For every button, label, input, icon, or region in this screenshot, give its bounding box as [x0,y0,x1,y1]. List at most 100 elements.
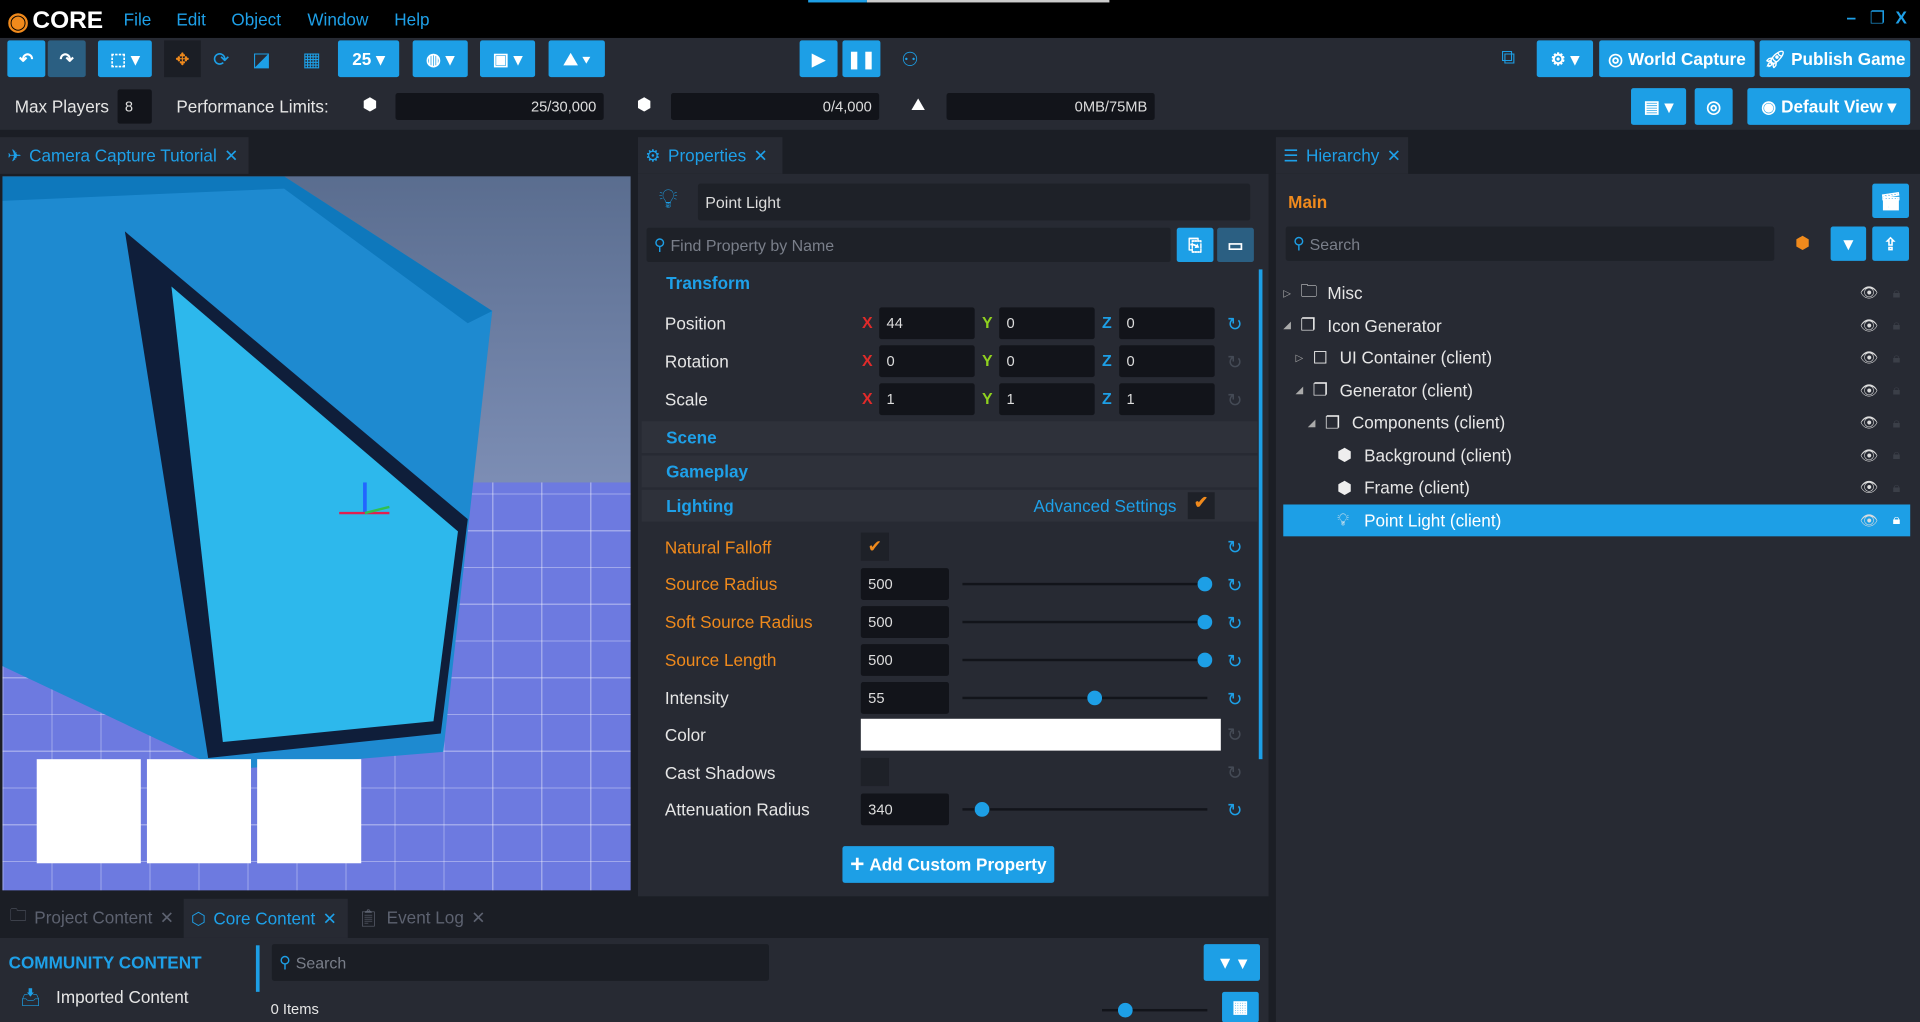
add-custom-property-button[interactable]: + Add Custom Property [842,846,1055,883]
scale-y-input[interactable]: 1 [999,383,1095,416]
expand-arrow-icon[interactable]: ◢ [1283,319,1291,331]
find-property-input[interactable]: ⚲ Find Property by Name [646,227,1171,263]
lock-icon[interactable]: 🔒︎ [1892,283,1901,301]
tab-event-log[interactable]: 📋︎ Event Log ✕ [357,906,486,927]
lock-icon[interactable]: 🔒︎ [1892,478,1901,496]
hierarchy-search-input[interactable]: ⚲ Search [1285,226,1775,261]
undo-button[interactable]: ↶ [7,40,46,78]
camera-dropdown[interactable]: ⛰ ▾ [548,40,605,78]
hierarchy-item[interactable]: ◢ ❐ Icon Generator 👁︎ 🔒︎ [1283,309,1910,341]
property-slider[interactable] [962,690,1208,706]
upload-button[interactable]: ⇪ [1872,226,1909,261]
cast-shadows-checkbox[interactable] [860,757,889,787]
natural-falloff-checkbox[interactable]: ✔ [860,532,889,561]
rotation-z-input[interactable]: 0 [1119,345,1215,378]
default-view-dropdown[interactable]: ◉ Default View ▾ [1747,88,1911,125]
restore-button[interactable]: ❐ [1869,7,1886,27]
reset-icon[interactable]: ↻ [1226,762,1243,784]
position-z-input[interactable]: 0 [1119,307,1215,340]
slider-value-input[interactable]: 500 [860,644,949,676]
minimize-button[interactable]: – [1846,7,1857,27]
content-filter-dropdown[interactable]: ▼ ▾ [1203,944,1261,981]
rotate-tool-icon[interactable]: ⟳ [213,50,230,72]
hierarchy-item[interactable]: ◢ ❐ Components (client) 👁︎ 🔒︎ [1283,407,1910,439]
hierarchy-item[interactable]: ▷ ☐ UI Container (client) 👁︎ 🔒︎ [1283,342,1910,374]
section-lighting[interactable]: Lighting Advanced Settings ✔ [641,489,1258,522]
tab-project-content[interactable]: 🗀︎ Project Content ✕ [2,899,181,936]
publish-game-button[interactable]: 🚀︎ Publish Game [1759,40,1911,78]
grid-icon[interactable]: ▦ [302,50,321,72]
slider-value-input[interactable]: 500 [860,568,949,601]
play-button[interactable]: ▶ [799,40,838,78]
lock-icon[interactable]: 🔒︎ [1892,380,1901,398]
position-y-input[interactable]: 0 [999,307,1095,340]
tab-hierarchy[interactable]: ☰ Hierarchy ✕ [1275,137,1409,174]
section-gameplay[interactable]: Gameplay [641,455,1258,488]
menu-file[interactable]: File [123,9,152,30]
hierarchy-item[interactable]: ▷ 🗀︎ Misc 👁︎ 🔒︎ [1283,277,1910,309]
slider-value-input[interactable]: 500 [860,606,949,638]
object-name-input[interactable]: Point Light [697,183,1251,221]
redo-button[interactable]: ↷ [47,40,86,78]
hierarchy-item[interactable]: ⬢ Background (client) 👁︎ 🔒︎ [1283,439,1910,471]
menu-window[interactable]: Window [307,9,369,30]
reset-icon[interactable]: ↻ [1226,314,1243,336]
grid-view-button[interactable]: ▦ [1222,991,1259,1022]
slider-knob[interactable] [1117,1002,1133,1018]
lock-icon[interactable]: 🔒︎ [1892,510,1901,528]
property-slider[interactable] [962,652,1213,668]
scene-button[interactable]: 🎬︎ [1872,183,1909,218]
menu-help[interactable]: Help [394,9,430,30]
visibility-eye-icon[interactable]: 👁︎ [1859,478,1879,496]
property-slider[interactable] [962,576,1213,592]
reset-icon[interactable]: ↻ [1226,537,1243,559]
position-x-input[interactable]: 44 [879,307,975,340]
imported-content-item[interactable]: 📥︎ Imported Content [19,986,189,1007]
scale-tool-icon[interactable]: ◪ [252,50,271,72]
world-capture-button[interactable]: ◎ World Capture [1599,40,1755,78]
menu-edit[interactable]: Edit [176,9,206,30]
scale-z-input[interactable]: 1 [1119,383,1215,416]
add-object-icon[interactable]: ⬢ [1795,232,1811,253]
slider-knob[interactable] [974,802,990,817]
pause-button[interactable]: ❚❚ [842,40,881,78]
thumbnail-size-slider[interactable] [1102,1002,1208,1018]
visibility-eye-icon[interactable]: 👁︎ [1859,413,1879,432]
world-space-dropdown[interactable]: ◍ ▾ [412,40,468,78]
community-content-heading[interactable]: COMMUNITY CONTENT [8,952,202,973]
visibility-eye-icon[interactable]: 👁︎ [1859,284,1879,302]
menu-object[interactable]: Object [231,9,281,30]
scale-x-input[interactable]: 1 [879,383,975,416]
slider-knob[interactable] [1197,614,1213,630]
max-players-input[interactable]: 8 [117,89,152,124]
lock-icon[interactable]: 🔒︎ [1892,315,1901,334]
reset-icon[interactable]: ↻ [1226,613,1243,635]
move-tool-icon[interactable]: ✥ [164,40,201,78]
slider-knob[interactable] [1087,690,1103,706]
lock-icon[interactable]: 🔒︎ [1892,413,1901,431]
visibility-eye-icon[interactable]: 👁︎ [1859,511,1879,529]
scene-viewport[interactable] [2,176,631,891]
section-scene[interactable]: Scene [641,421,1258,454]
slider-value-input[interactable]: 55 [860,682,949,714]
lock-icon[interactable]: 🔒︎ [1892,445,1901,463]
tab-properties[interactable]: ⚙ Properties ✕ [637,137,783,174]
save-dropdown[interactable]: ▤ ▾ [1631,88,1687,125]
rotation-y-input[interactable]: 0 [999,345,1095,378]
attenuation-input[interactable]: 340 [860,793,949,826]
close-tab-icon[interactable]: ✕ [159,906,175,927]
slider-knob[interactable] [1197,576,1213,592]
content-scrollbar[interactable] [255,945,260,992]
visibility-eye-icon[interactable]: 👁︎ [1859,446,1879,464]
rotation-x-input[interactable]: 0 [879,345,975,378]
reset-icon[interactable]: ↻ [1226,800,1243,822]
property-slider[interactable] [962,614,1213,630]
paste-button[interactable]: ▭ [1217,227,1254,263]
settings-dropdown[interactable]: ⚙ ▾ [1536,40,1594,78]
expand-arrow-icon[interactable]: ◢ [1307,416,1316,428]
expand-arrow-icon[interactable]: ▷ [1283,287,1291,299]
close-tab-icon[interactable]: ✕ [1386,145,1402,165]
reset-icon[interactable]: ↻ [1226,575,1243,597]
close-tab-icon[interactable]: ✕ [753,145,768,165]
hierarchy-item[interactable]: ⬢ Frame (client) 👁︎ 🔒︎ [1283,471,1910,503]
